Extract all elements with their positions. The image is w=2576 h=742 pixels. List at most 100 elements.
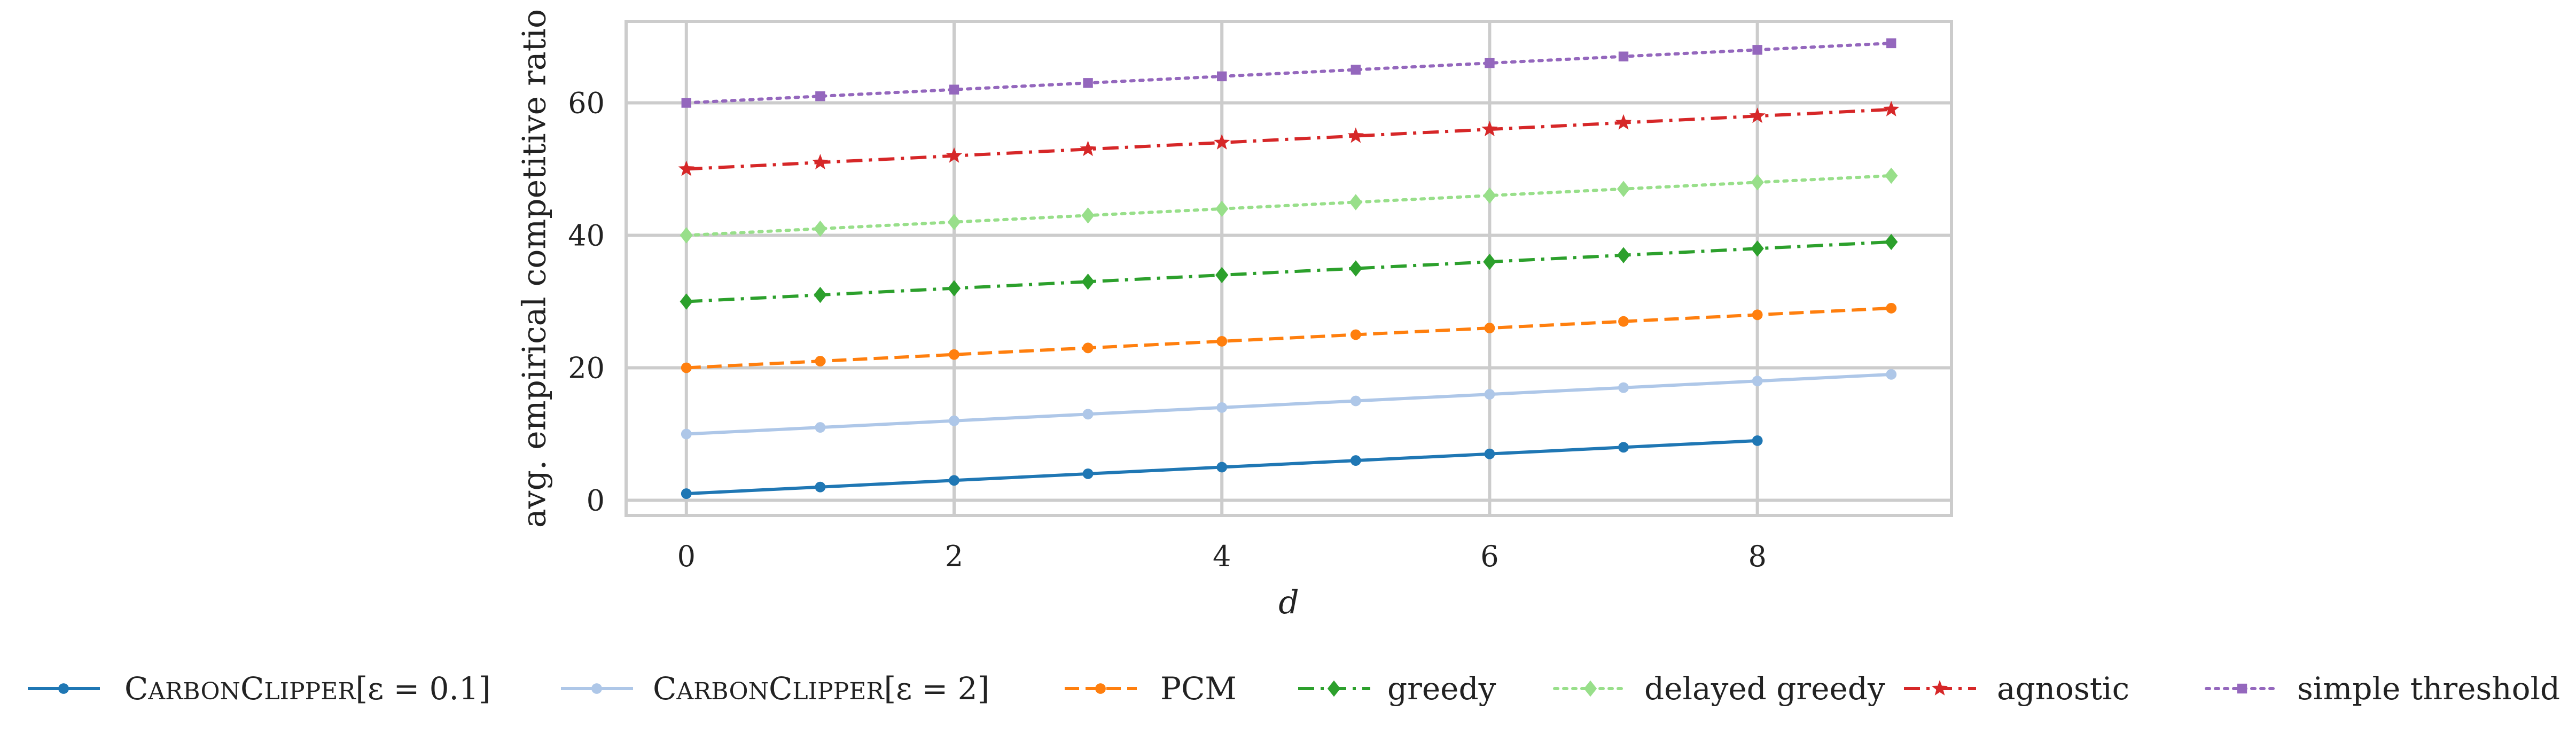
legend-label: PCM	[1160, 670, 1237, 707]
data-point	[1349, 260, 1362, 277]
series-0	[681, 435, 1763, 499]
legend-label: greedy	[1387, 670, 1496, 707]
data-point	[949, 84, 959, 95]
legend: CARBONCLIPPER[ε = 0.1] CARBONCLIPPER[ε = …	[28, 670, 2560, 707]
data-point	[1216, 462, 1228, 473]
legend-label: CARBONCLIPPER[ε = 2]	[653, 670, 989, 707]
x-tick-label: 2	[945, 540, 963, 573]
data-point	[1618, 316, 1629, 327]
legend-entry: greedy	[1298, 670, 1496, 707]
series-4	[680, 167, 1898, 244]
series-line	[684, 174, 1893, 237]
data-point	[1617, 247, 1630, 263]
x-tick-label: 4	[1213, 540, 1231, 573]
x-tick-label: 6	[1480, 540, 1498, 573]
y-tick-labels: 0 20 40 60	[568, 87, 605, 518]
y-tick-label: 40	[568, 219, 605, 253]
series-line	[686, 240, 1892, 303]
legend-marker	[1931, 680, 1948, 696]
data-point	[1082, 342, 1094, 354]
data-point	[1749, 107, 1766, 123]
data-point	[681, 362, 692, 373]
data-point	[1082, 468, 1094, 479]
data-point	[949, 415, 959, 426]
legend-entry: PCM	[1065, 670, 1237, 707]
x-tick-label: 0	[677, 540, 696, 573]
data-point	[1083, 78, 1093, 88]
data-point	[1215, 200, 1229, 217]
legend-label: CARBONCLIPPER[ε = 0.1]	[124, 670, 491, 707]
data-point	[1615, 114, 1632, 130]
data-point	[814, 286, 827, 303]
data-point	[1484, 389, 1495, 400]
legend-label: agnostic	[1997, 670, 2129, 707]
data-point	[1216, 71, 1227, 82]
y-tick-label: 60	[568, 87, 605, 120]
series-1	[681, 369, 1897, 440]
data-point	[949, 475, 959, 486]
data-point	[1618, 382, 1629, 393]
legend-marker	[591, 683, 602, 694]
data-point	[680, 293, 693, 310]
series-line	[686, 372, 1892, 436]
data-point	[947, 280, 961, 296]
data-point	[1483, 253, 1496, 270]
data-point	[1351, 65, 1361, 75]
data-point	[680, 227, 693, 244]
series-line	[686, 107, 1892, 171]
y-tick-label: 0	[587, 483, 605, 517]
data-point	[1885, 167, 1898, 184]
series-6	[681, 38, 1896, 108]
data-point	[814, 220, 827, 237]
series-line	[686, 306, 1892, 370]
data-point	[1347, 127, 1364, 143]
plot-area-frame	[625, 20, 1953, 517]
legend-marker	[58, 683, 69, 694]
legend-entry: CARBONCLIPPER[ε = 2]	[561, 670, 989, 707]
data-point	[1483, 187, 1496, 204]
data-point	[1886, 38, 1896, 49]
data-point	[1618, 51, 1629, 61]
data-point	[1752, 45, 1762, 55]
data-point	[815, 91, 825, 101]
data-point	[1216, 335, 1228, 347]
x-tick-label: 8	[1748, 540, 1766, 573]
data-point	[1349, 194, 1362, 210]
data-point	[1350, 329, 1361, 340]
y-tick-label: 20	[568, 351, 605, 385]
data-point	[815, 422, 826, 433]
data-point	[946, 147, 963, 163]
series-2	[681, 302, 1897, 373]
data-point	[947, 214, 961, 230]
data-point	[681, 98, 691, 108]
legend-entry: CARBONCLIPPER[ε = 0.1]	[28, 670, 491, 707]
legend-marker	[1583, 680, 1597, 697]
data-point	[1751, 174, 1764, 191]
data-point	[812, 154, 829, 170]
data-point	[1080, 140, 1096, 157]
data-point	[1081, 274, 1095, 290]
data-point	[1215, 267, 1229, 284]
data-point	[1484, 448, 1495, 459]
data-point	[815, 481, 826, 493]
legend-marker	[1327, 680, 1341, 697]
legend-entry: agnostic	[1904, 670, 2129, 707]
data-point	[681, 488, 692, 499]
x-axis-label: d	[1278, 584, 1299, 621]
data-point	[678, 160, 694, 176]
legend-label: delayed greedy	[1644, 670, 1885, 707]
series-layer	[678, 38, 1900, 499]
legend-label: simple threshold	[2297, 670, 2560, 707]
data-point	[1350, 455, 1361, 466]
data-point	[1485, 58, 1495, 68]
data-point	[1081, 207, 1095, 224]
data-point	[1214, 134, 1230, 150]
data-point	[1886, 302, 1897, 314]
data-point	[815, 356, 826, 367]
data-point	[1082, 409, 1094, 420]
data-point	[1752, 309, 1763, 321]
data-point	[949, 349, 959, 360]
x-tick-labels: 0 2 4 6 8	[677, 540, 1767, 573]
data-point	[1883, 100, 1900, 116]
grid	[626, 21, 1951, 516]
